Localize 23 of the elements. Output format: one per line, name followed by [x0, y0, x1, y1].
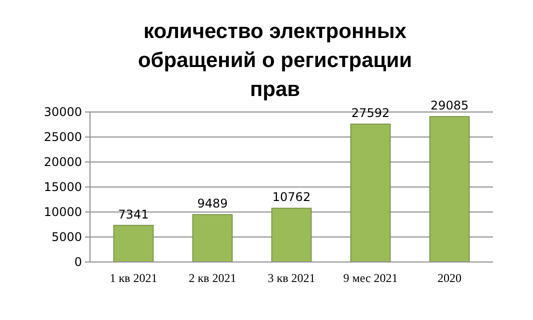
x-tick-label: 9 мес 2021 [343, 270, 398, 285]
y-tick-label: 0 [74, 254, 82, 269]
x-tick-label: 2020 [438, 270, 462, 285]
bar [192, 214, 233, 262]
bar [429, 116, 470, 262]
y-tick-label: 30000 [44, 104, 82, 119]
bar [271, 208, 312, 262]
y-tick-label: 20000 [44, 154, 82, 169]
data-label: 10762 [272, 190, 311, 204]
y-tick-label: 15000 [44, 180, 82, 194]
y-tick-label: 25000 [44, 130, 82, 144]
bar [113, 224, 154, 262]
chart-title: количество электронных обращений о регистрации прав [138, 20, 412, 101]
x-tick-label: 2 кв 2021 [188, 270, 236, 285]
y-tick-label: 10000 [44, 204, 82, 219]
bar [350, 124, 391, 262]
data-label: 9489 [197, 196, 228, 211]
data-label: 7341 [118, 207, 149, 222]
data-label: 29085 [430, 98, 469, 113]
data-label: 27592 [351, 106, 390, 120]
x-tick-label: 3 кв 2021 [268, 270, 316, 285]
y-tick-label: 5000 [51, 230, 82, 244]
x-tick-label: 1 кв 2021 [110, 270, 158, 285]
